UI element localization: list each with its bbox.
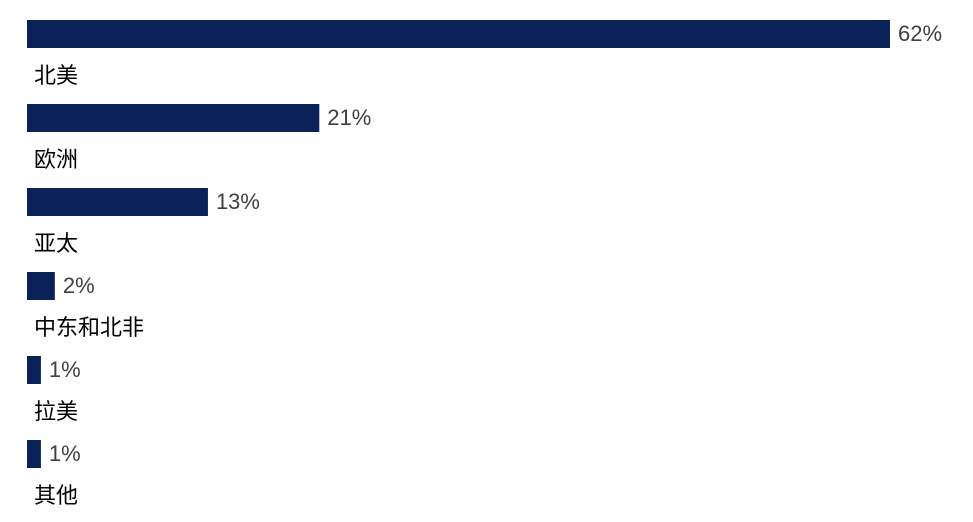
bar <box>27 188 208 216</box>
bar <box>27 440 41 468</box>
bar <box>27 20 890 48</box>
value-label: 21% <box>327 105 371 130</box>
value-label: 62% <box>898 21 942 46</box>
category-label: 北美 <box>34 63 78 88</box>
category-label: 其他 <box>34 483 78 508</box>
category-label: 拉美 <box>34 399 78 424</box>
value-label: 1% <box>49 357 81 382</box>
category-label: 欧洲 <box>34 147 78 172</box>
bar <box>27 104 320 132</box>
value-label: 2% <box>63 273 95 298</box>
value-label: 1% <box>49 441 81 466</box>
bar <box>27 272 55 300</box>
category-label: 中东和北非 <box>34 315 144 340</box>
bar <box>27 356 41 384</box>
value-label: 13% <box>216 189 260 214</box>
category-label: 亚太 <box>34 231 78 256</box>
